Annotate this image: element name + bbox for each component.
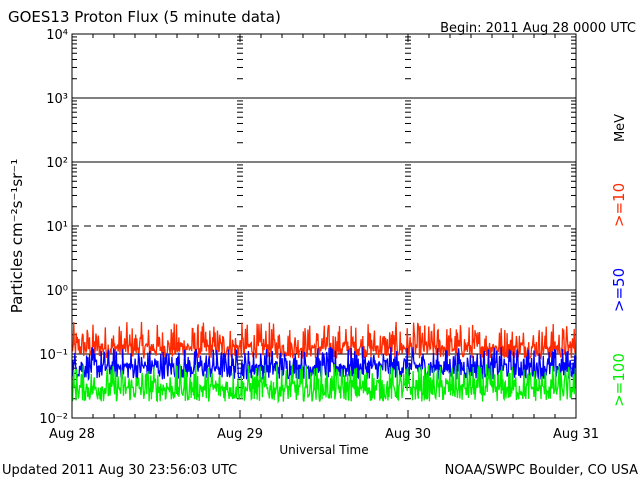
- credit-label: NOAA/SWPC Boulder, CO USA: [445, 463, 638, 478]
- legend-label: >=10: [610, 183, 628, 227]
- legend-unit: MeV: [613, 114, 628, 142]
- x-tick-label: Aug 31: [553, 427, 599, 442]
- y-tick-labels: 10⁻² 10⁻¹ 10⁰ 10¹ 10² 10³ 10⁴: [39, 28, 68, 427]
- x-tick-label: Aug 28: [49, 427, 95, 442]
- y-tick-label: 10²: [46, 156, 68, 171]
- y-tick-label: 10¹: [46, 220, 68, 235]
- y-axis-label: Particles cm⁻²s⁻¹sr⁻¹: [8, 159, 26, 313]
- x-axis-label: Universal Time: [279, 443, 368, 457]
- x-tick-label: Aug 30: [385, 427, 431, 442]
- y-tick-label: 10³: [46, 92, 68, 107]
- y-tick-label: 10⁴: [46, 28, 68, 43]
- x-tick-label: Aug 29: [217, 427, 263, 442]
- updated-label: Updated 2011 Aug 30 23:56:03 UTC: [2, 463, 237, 478]
- series-line: [71, 321, 577, 361]
- x-tick-labels: Aug 28 Aug 29 Aug 30 Aug 31: [49, 427, 599, 442]
- series-group: [71, 321, 577, 404]
- chart-title: GOES13 Proton Flux (5 minute data): [8, 8, 281, 26]
- y-tick-label: 10⁰: [46, 284, 68, 299]
- legend-label: >=50: [610, 268, 628, 312]
- plot-frame: [71, 33, 577, 419]
- series-line: [71, 363, 577, 404]
- y-tick-label: 10⁻¹: [39, 348, 68, 363]
- y-tick-label: 10⁻²: [39, 412, 68, 427]
- legend-label: >=100: [610, 353, 628, 407]
- begin-label: Begin: 2011 Aug 28 0000 UTC: [440, 21, 636, 36]
- legend: >=10 >=50 >=100 MeV: [610, 114, 628, 407]
- series-line: [71, 346, 577, 382]
